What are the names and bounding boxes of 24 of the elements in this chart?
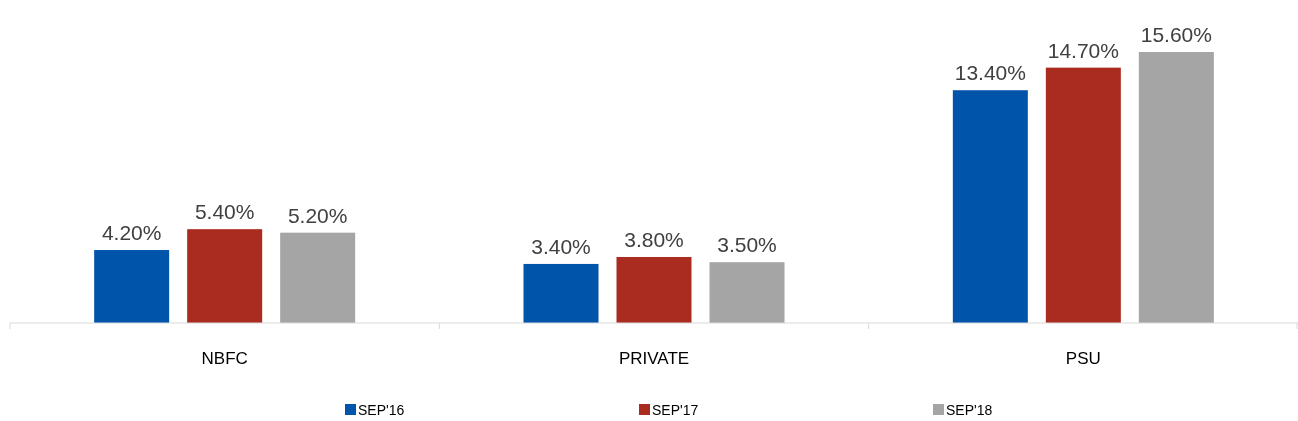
x-tick-label: PSU bbox=[1065, 349, 1101, 368]
legend-label: SEP'16 bbox=[358, 402, 405, 418]
bar bbox=[280, 232, 356, 323]
data-label: 3.80% bbox=[624, 227, 684, 251]
bar bbox=[1045, 67, 1121, 323]
data-label: 3.50% bbox=[717, 233, 777, 257]
data-label: 5.40% bbox=[194, 200, 255, 224]
bar bbox=[952, 90, 1028, 323]
bar bbox=[616, 256, 692, 323]
bar bbox=[709, 262, 785, 323]
legend-label: SEP'18 bbox=[946, 402, 993, 418]
bar bbox=[523, 263, 599, 323]
bar bbox=[1138, 52, 1214, 323]
legend-label: SEP'17 bbox=[652, 402, 699, 418]
data-label: 13.40% bbox=[954, 61, 1026, 85]
x-tick-label: PRIVATE bbox=[618, 349, 690, 368]
bar bbox=[187, 229, 263, 323]
data-label: 14.70% bbox=[1047, 38, 1119, 62]
data-label: 15.60% bbox=[1140, 23, 1212, 46]
data-label: 5.20% bbox=[287, 203, 348, 227]
data-label: 4.20% bbox=[101, 221, 162, 245]
x-tick-label: NBFC bbox=[201, 349, 248, 368]
bar bbox=[94, 250, 170, 323]
data-label: 3.40% bbox=[531, 234, 591, 258]
